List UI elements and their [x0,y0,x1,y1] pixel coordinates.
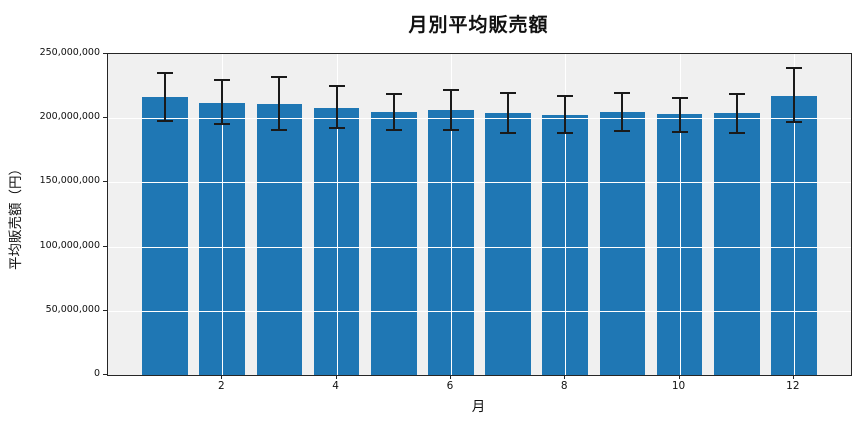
x-tickmark-12 [792,375,794,379]
error-cap-bottom-1 [157,120,174,123]
y-tickmark-100,000,000 [103,245,107,247]
bar-month-9 [599,112,646,375]
error-bar-month-7 [507,93,510,133]
error-cap-bottom-5 [385,129,402,132]
h-gridline-100,000,000 [108,246,851,248]
v-gridline-8 [565,54,567,375]
h-gridline-50,000,000 [108,310,851,312]
error-cap-top-4 [328,85,345,88]
error-cap-bottom-6 [442,129,459,132]
v-gridline-12 [793,54,795,375]
x-tick-label-12: 12 [786,380,800,392]
error-bar-month-8 [564,96,567,133]
error-cap-top-12 [785,66,802,69]
error-cap-bottom-9 [614,129,631,132]
x-tick-label-10: 10 [671,380,686,392]
x-tickmark-10 [678,375,680,379]
y-tickmark-50,000,000 [103,309,107,311]
error-cap-top-5 [385,93,402,96]
bar-month-1 [142,97,188,375]
x-tick-label-2: 2 [217,380,225,392]
error-cap-top-2 [214,79,231,82]
bar-month-7 [485,112,531,375]
error-cap-top-8 [557,95,574,98]
grid-layer [108,54,851,375]
error-cap-bottom-12 [785,121,802,124]
y-tick-label-0: 0 [93,368,100,379]
x-tickmark-8 [564,375,566,379]
y-tick-label-50,000,000: 50,000,000 [45,303,100,315]
v-gridline-2 [222,54,224,375]
bar-month-6 [428,110,474,375]
x-tickmark-2 [221,375,223,379]
y-tick-label-150,000,000: 150,000,000 [39,175,100,187]
error-cap-bottom-7 [500,131,517,134]
error-cap-bottom-11 [728,131,745,134]
error-cap-bottom-8 [557,131,574,134]
y-tick-label-100,000,000: 100,000,000 [39,239,100,251]
x-tick-label-4: 4 [332,380,339,392]
h-gridline-150,000,000 [108,182,851,184]
error-bar-month-2 [221,80,224,124]
error-bar-month-9 [621,92,624,131]
error-cap-top-3 [271,76,288,79]
bar-month-3 [256,104,303,375]
error-bar-month-1 [164,72,167,122]
x-tickmark-6 [449,375,451,379]
y-tick-label-200,000,000: 200,000,000 [39,111,100,123]
y-tickmark-150,000,000 [103,181,107,183]
v-gridline-4 [336,54,338,375]
error-bar-month-3 [278,77,281,130]
plot-area [107,53,852,376]
x-axis-label: 月 [471,399,486,415]
error-cap-top-7 [500,92,517,95]
y-tickmark-250,000,000 [103,53,107,54]
error-cap-top-11 [728,92,745,95]
error-bar-month-12 [792,67,795,123]
v-gridline-10 [679,54,681,375]
y-tick-label-250,000,000: 250,000,000 [39,47,100,58]
error-cap-top-1 [157,71,174,74]
bar-month-11 [713,112,760,375]
error-bar-month-4 [335,86,338,128]
y-axis-label: 平均販売額（円） [8,162,24,270]
x-tickmark-4 [335,375,337,379]
x-tick-label-6: 6 [446,380,454,392]
error-cap-top-10 [671,97,688,100]
error-bar-month-10 [678,98,681,132]
error-bar-month-6 [449,89,452,131]
x-tick-label-8: 8 [560,380,568,392]
error-cap-bottom-2 [214,122,231,125]
error-cap-bottom-10 [671,130,688,133]
bar-month-5 [370,111,417,375]
error-bars-layer [108,54,851,375]
error-bar-month-5 [392,94,395,131]
y-tickmark-0 [103,374,107,375]
h-gridline-200,000,000 [108,118,851,120]
error-cap-bottom-3 [271,128,288,131]
error-cap-top-6 [442,88,459,91]
error-cap-bottom-4 [328,126,345,129]
error-bar-month-11 [735,93,738,133]
y-tickmark-200,000,000 [103,117,107,119]
chart-title: 月別平均販売額 [408,14,549,36]
v-gridline-6 [450,54,452,375]
error-cap-top-9 [614,91,631,94]
